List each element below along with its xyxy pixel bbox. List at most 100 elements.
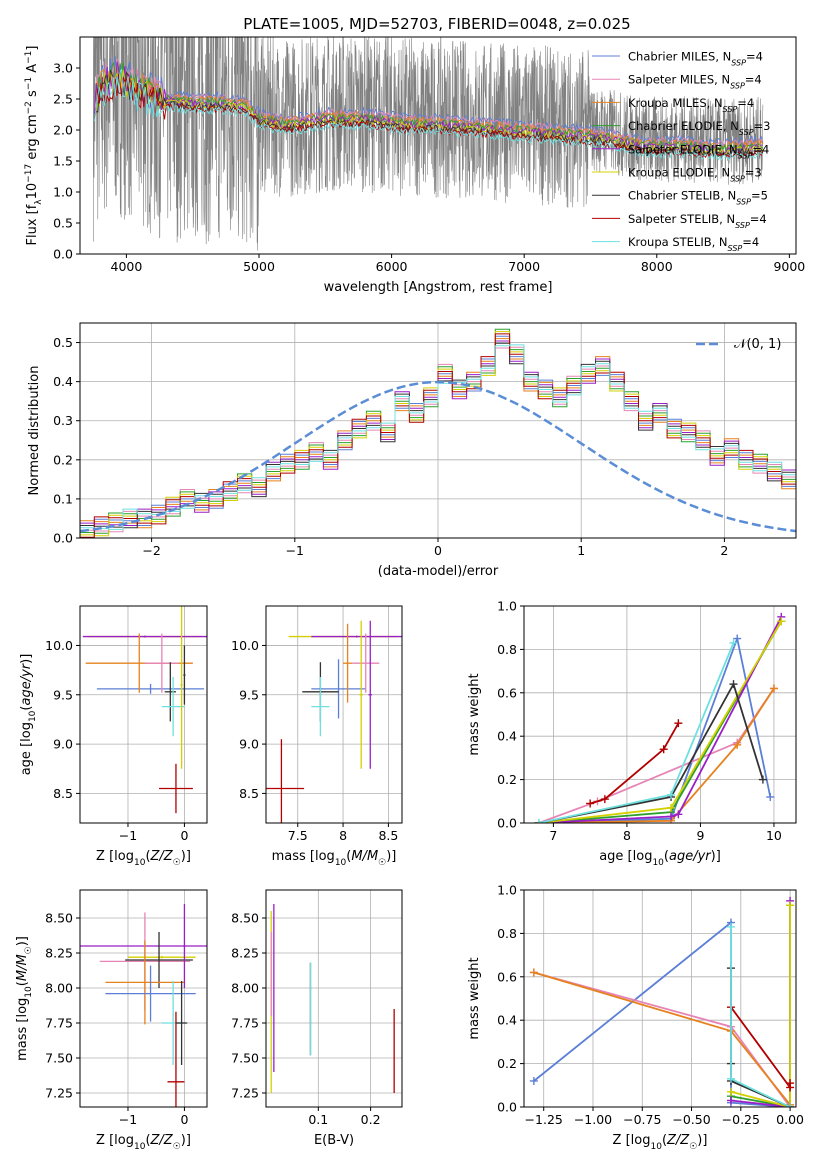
series-marker bbox=[733, 634, 742, 643]
x-axis-label: E(B-V) bbox=[314, 1133, 354, 1148]
x-tick-label: 5000 bbox=[243, 259, 275, 274]
y-tick-label: 0.2 bbox=[497, 772, 517, 787]
series-marker bbox=[758, 775, 767, 784]
x-tick-label: 0.1 bbox=[308, 1112, 328, 1127]
y-tick-label: 8.50 bbox=[45, 911, 73, 926]
y-tick-label: 7.25 bbox=[45, 1086, 73, 1101]
massweight_vs_age-plot-area bbox=[534, 612, 786, 823]
y-tick-label: 2.5 bbox=[53, 92, 73, 107]
histogram-step bbox=[80, 335, 796, 538]
series-marker bbox=[667, 803, 676, 812]
series-marker bbox=[733, 740, 742, 749]
histogram-step bbox=[80, 333, 796, 538]
x-tick-label: −1.25 bbox=[525, 1112, 563, 1127]
x-tick-label: −0.25 bbox=[722, 1112, 760, 1127]
mass_vs_Z-panel: −1 0 7.25 7.50 7.75 8.00 8.25 8.50 Z [log10(Z/Z☉… bbox=[15, 889, 208, 1152]
y-tick-label: 0.0 bbox=[53, 531, 73, 546]
age_vs_mass-plot-area bbox=[266, 620, 402, 823]
y-axis-label: Normed distribution bbox=[27, 366, 42, 496]
series-marker bbox=[667, 812, 676, 821]
legend-entry: Salpeter ELODIE, NSSP=4 bbox=[628, 142, 769, 160]
age_vs_Z-plot-area bbox=[82, 606, 207, 814]
y-tick-label: 1.5 bbox=[53, 154, 73, 169]
y-tick-label: 2.0 bbox=[53, 123, 73, 138]
x-axis-label: (data-model)/error bbox=[378, 564, 499, 579]
x-tick-label: −0.50 bbox=[672, 1112, 710, 1127]
model-line bbox=[94, 68, 764, 162]
error-bar-point bbox=[359, 620, 364, 769]
legend-entry: 𝒩(0, 1) bbox=[734, 337, 781, 352]
series-marker bbox=[726, 1074, 735, 1083]
mass_vs_Z-frame bbox=[79, 889, 208, 1108]
error-bar-point bbox=[96, 683, 205, 694]
x-tick-label: 0 bbox=[180, 1112, 188, 1127]
x-tick-label: −1.00 bbox=[574, 1112, 612, 1127]
y-tick-label: 8.25 bbox=[45, 946, 73, 961]
error-bar-point bbox=[125, 932, 193, 988]
x-axis-label: wavelength [Angstrom, rest frame] bbox=[324, 280, 553, 295]
gaussian-curve bbox=[80, 380, 796, 533]
mass_vs_ebv-panel: 0.1 0.2 7.25 7.50 7.75 8.00 8.25 8.50 E(B-V) bbox=[231, 889, 403, 1148]
series-marker bbox=[726, 922, 735, 931]
x-tick-label: −0.75 bbox=[623, 1112, 661, 1127]
y-tick-label: 8.00 bbox=[45, 981, 73, 996]
y-tick-label: 0.2 bbox=[497, 1056, 517, 1071]
x-tick-label: 1 bbox=[577, 543, 585, 558]
series-marker bbox=[659, 745, 668, 754]
series-marker bbox=[674, 810, 683, 819]
x-tick-label: −1 bbox=[119, 828, 137, 843]
y-tick-label: 9.0 bbox=[239, 737, 259, 752]
y-tick-label: 0.0 bbox=[497, 1100, 517, 1115]
model-line bbox=[94, 62, 763, 154]
y-tick-label: 8.25 bbox=[231, 946, 259, 961]
series-marker bbox=[729, 638, 738, 647]
error-bar-point bbox=[311, 677, 330, 737]
x-tick-label: 8 bbox=[623, 828, 631, 843]
massweight_vs_age-frame bbox=[523, 605, 797, 824]
series-line bbox=[538, 642, 735, 823]
series-marker bbox=[674, 719, 683, 728]
series-marker bbox=[726, 1096, 735, 1105]
x-tick-label: 8 bbox=[339, 828, 347, 843]
y-tick-label: 8.5 bbox=[239, 786, 259, 801]
series-line bbox=[730, 1006, 791, 1091]
error-bar-point bbox=[352, 633, 380, 693]
y-tick-label: 0.3 bbox=[53, 413, 73, 428]
legend-entry: Kroupa MILES, NSSP=4 bbox=[628, 96, 754, 114]
y-tick-label: 7.50 bbox=[45, 1051, 73, 1066]
y-tick-label: 0.1 bbox=[53, 491, 73, 506]
y-axis-label: mass weight bbox=[467, 673, 482, 755]
error-bar-point bbox=[175, 981, 188, 1065]
series-marker bbox=[726, 1087, 735, 1096]
x-axis-label: mass [log10(M/M☉)] bbox=[272, 849, 397, 868]
error-bar-point bbox=[368, 620, 373, 769]
x-tick-label: 4000 bbox=[111, 259, 143, 274]
y-axis-label: mass [log10(M/M☉)] bbox=[15, 936, 34, 1061]
y-tick-label: 0.2 bbox=[53, 452, 73, 467]
massweight_vs_Z-frame bbox=[523, 889, 797, 1108]
spectrum-plot-area bbox=[93, 37, 764, 251]
x-axis-label: Z [log10(Z/Z☉)] bbox=[96, 1133, 191, 1152]
y-tick-label: 7.75 bbox=[45, 1016, 73, 1031]
error-bar-point bbox=[105, 940, 185, 1025]
y-tick-label: 0.0 bbox=[53, 247, 73, 262]
error-bar-point bbox=[183, 645, 186, 705]
error-bar-point bbox=[180, 606, 183, 769]
x-tick-label: 7000 bbox=[508, 259, 540, 274]
histogram-step bbox=[80, 344, 796, 538]
series-marker bbox=[586, 799, 595, 808]
massweight_vs_Z-panel: −1.25 −1.00 −0.75 −0.50 −0.25 0.00 0.0 0.2 0.4 0.… bbox=[467, 883, 804, 1153]
figure-title: PLATE=1005, MJD=52703, FIBERID=0048, z=0… bbox=[243, 15, 630, 33]
x-axis-label: Z [log10(Z/Z☉)] bbox=[96, 849, 191, 868]
y-tick-label: 8.5 bbox=[53, 786, 73, 801]
y-tick-label: 1.0 bbox=[497, 599, 517, 614]
error-bar-point bbox=[82, 635, 207, 638]
x-axis-label: Z [log10(Z/Z☉)] bbox=[613, 1133, 708, 1152]
mass_vs_ebv-frame bbox=[265, 889, 403, 1108]
series-marker bbox=[529, 968, 538, 977]
x-tick-label: 8000 bbox=[641, 259, 673, 274]
series-line bbox=[730, 905, 791, 1107]
residuals-plot-area bbox=[80, 328, 796, 538]
series-marker bbox=[667, 790, 676, 799]
